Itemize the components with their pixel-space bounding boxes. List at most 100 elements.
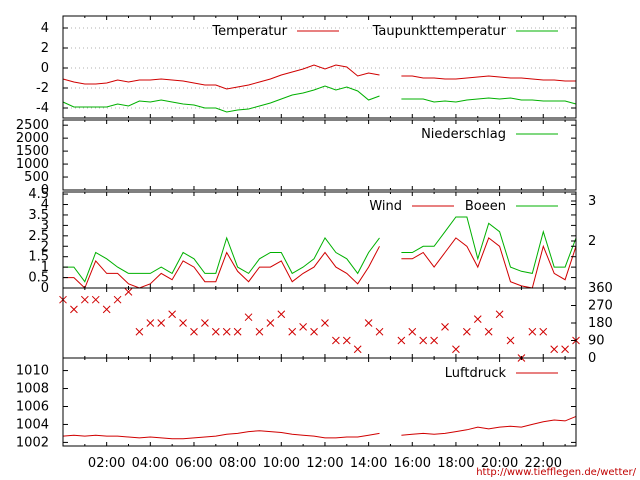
y2-tick-label: 360 bbox=[588, 281, 613, 296]
direction-point-stroke bbox=[157, 319, 166, 327]
direction-point bbox=[288, 327, 297, 336]
x-tick-label: 12:00 bbox=[306, 456, 343, 471]
direction-point bbox=[321, 319, 329, 327]
series-line-wind bbox=[63, 246, 380, 289]
series-line-taupunkttemperatur bbox=[401, 97, 577, 105]
y-tick-label: 1.5 bbox=[28, 250, 49, 265]
y-tick-label: 500 bbox=[24, 170, 49, 185]
direction-point bbox=[113, 295, 122, 304]
direction-point-stroke bbox=[441, 323, 449, 331]
panel-frame-temperature bbox=[62, 15, 577, 119]
y-tick-label: 1004 bbox=[16, 417, 49, 432]
direction-point bbox=[441, 323, 449, 331]
direction-point-stroke bbox=[70, 305, 78, 314]
x-tick-label: 18:00 bbox=[437, 456, 474, 471]
y-tick-label: 2000 bbox=[16, 131, 49, 146]
x-tick-label: 06:00 bbox=[175, 456, 212, 471]
direction-point bbox=[452, 345, 460, 354]
y-tick-label: -4 bbox=[36, 101, 49, 116]
direction-point-stroke bbox=[408, 327, 417, 336]
direction-point bbox=[190, 327, 198, 336]
y-tick-label: 2500 bbox=[16, 118, 49, 133]
legend-label-boeen: Boeen bbox=[465, 199, 506, 214]
direction-point bbox=[375, 327, 384, 336]
direction-point bbox=[408, 327, 417, 336]
direction-point bbox=[430, 336, 438, 345]
y-tick-label: 2 bbox=[41, 239, 49, 254]
series-line-luftdruck bbox=[62, 430, 380, 440]
x-tick-label: 02:00 bbox=[88, 456, 125, 471]
direction-point bbox=[135, 327, 144, 336]
direction-point-stroke bbox=[211, 327, 220, 336]
direction-point-stroke bbox=[179, 319, 187, 327]
legend-label-wind: Wind bbox=[369, 199, 402, 214]
direction-point bbox=[157, 319, 166, 327]
direction-point bbox=[506, 336, 515, 345]
x-tick-label: 16:00 bbox=[394, 456, 431, 471]
legend-label-temperatur: Temperatur bbox=[211, 24, 287, 39]
direction-point-stroke bbox=[255, 327, 264, 336]
direction-point bbox=[550, 345, 559, 354]
direction-point bbox=[484, 327, 493, 336]
y2-tick-label: 180 bbox=[588, 316, 613, 331]
y-tick-label: 1010 bbox=[16, 364, 49, 379]
x-tick-label: 14:00 bbox=[350, 456, 387, 471]
direction-point bbox=[102, 305, 111, 314]
y2-tick-label: 90 bbox=[588, 334, 605, 349]
direction-point bbox=[364, 319, 373, 327]
direction-point bbox=[146, 319, 155, 327]
direction-point-stroke bbox=[539, 327, 548, 336]
y-tick-label: 1 bbox=[41, 260, 49, 275]
y2-tick-label: 3 bbox=[588, 194, 596, 209]
direction-point-stroke bbox=[222, 327, 231, 336]
direction-point-stroke bbox=[91, 295, 100, 304]
direction-point-stroke bbox=[124, 288, 133, 296]
direction-point bbox=[179, 319, 187, 327]
direction-point bbox=[233, 327, 242, 336]
y-tick-label: 4 bbox=[41, 198, 49, 213]
y2-tick-label: 2 bbox=[588, 234, 596, 249]
direction-point-stroke bbox=[506, 336, 515, 345]
y-tick-label: 1002 bbox=[16, 435, 49, 450]
direction-point-stroke bbox=[299, 323, 307, 331]
direction-point-stroke bbox=[375, 327, 384, 336]
y-tick-label: 0 bbox=[41, 61, 49, 76]
series-line-temperatur bbox=[401, 75, 576, 82]
y-tick-label: 0 bbox=[41, 281, 49, 296]
direction-point-stroke bbox=[528, 327, 537, 336]
direction-point bbox=[539, 327, 548, 336]
direction-point-stroke bbox=[310, 327, 318, 336]
direction-point-stroke bbox=[462, 327, 471, 336]
panel-frame-pressure bbox=[62, 357, 577, 447]
direction-point bbox=[332, 336, 340, 345]
direction-point-stroke bbox=[244, 313, 253, 322]
direction-point-stroke bbox=[342, 336, 351, 345]
legend-label-luftdruck: Luftdruck bbox=[445, 366, 507, 381]
panel-frame-precipitation bbox=[62, 119, 577, 191]
y-tick-label: 4.5 bbox=[28, 187, 49, 202]
direction-point bbox=[222, 327, 231, 336]
series-line-temperatur bbox=[62, 64, 380, 90]
direction-point-stroke bbox=[233, 327, 242, 336]
direction-point bbox=[528, 327, 537, 336]
y-tick-label: 2 bbox=[41, 41, 49, 56]
y-tick-label: 3 bbox=[41, 218, 49, 233]
direction-point-stroke bbox=[102, 305, 111, 314]
direction-point-stroke bbox=[364, 319, 373, 327]
direction-point bbox=[561, 345, 569, 354]
direction-point-stroke bbox=[146, 319, 155, 327]
direction-point bbox=[168, 310, 177, 319]
direction-point-stroke bbox=[484, 327, 493, 336]
direction-point-stroke bbox=[332, 336, 340, 345]
series-line-luftdruck bbox=[401, 415, 577, 436]
direction-point-stroke bbox=[452, 345, 460, 354]
y-tick-label: 2.5 bbox=[28, 229, 49, 244]
y-tick-label: -2 bbox=[36, 81, 49, 96]
direction-point bbox=[299, 323, 307, 331]
direction-point bbox=[353, 345, 362, 354]
direction-point-stroke bbox=[266, 319, 275, 327]
direction-point-stroke bbox=[430, 336, 438, 345]
series-line-wind bbox=[401, 237, 577, 289]
